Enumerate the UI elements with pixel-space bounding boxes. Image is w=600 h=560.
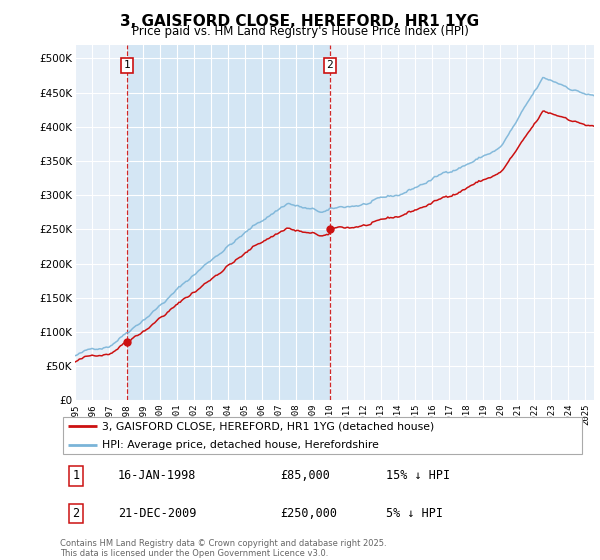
- Text: 2: 2: [326, 60, 333, 71]
- Text: £250,000: £250,000: [281, 507, 337, 520]
- Text: 3, GAISFORD CLOSE, HEREFORD, HR1 1YG: 3, GAISFORD CLOSE, HEREFORD, HR1 1YG: [121, 14, 479, 29]
- Text: 5% ↓ HPI: 5% ↓ HPI: [386, 507, 443, 520]
- Text: £85,000: £85,000: [281, 469, 331, 482]
- Text: 1: 1: [124, 60, 130, 71]
- Text: 2: 2: [72, 507, 79, 520]
- Bar: [127, 45, 330, 400]
- Text: 3, GAISFORD CLOSE, HEREFORD, HR1 1YG (detached house): 3, GAISFORD CLOSE, HEREFORD, HR1 1YG (de…: [102, 421, 434, 431]
- Text: 21-DEC-2009: 21-DEC-2009: [118, 507, 196, 520]
- Text: 1: 1: [72, 469, 79, 482]
- Text: HPI: Average price, detached house, Herefordshire: HPI: Average price, detached house, Here…: [102, 440, 379, 450]
- Text: 15% ↓ HPI: 15% ↓ HPI: [386, 469, 449, 482]
- Text: Price paid vs. HM Land Registry's House Price Index (HPI): Price paid vs. HM Land Registry's House …: [131, 25, 469, 38]
- Text: Contains HM Land Registry data © Crown copyright and database right 2025.
This d: Contains HM Land Registry data © Crown c…: [60, 539, 386, 558]
- Text: 16-JAN-1998: 16-JAN-1998: [118, 469, 196, 482]
- FancyBboxPatch shape: [62, 417, 583, 454]
